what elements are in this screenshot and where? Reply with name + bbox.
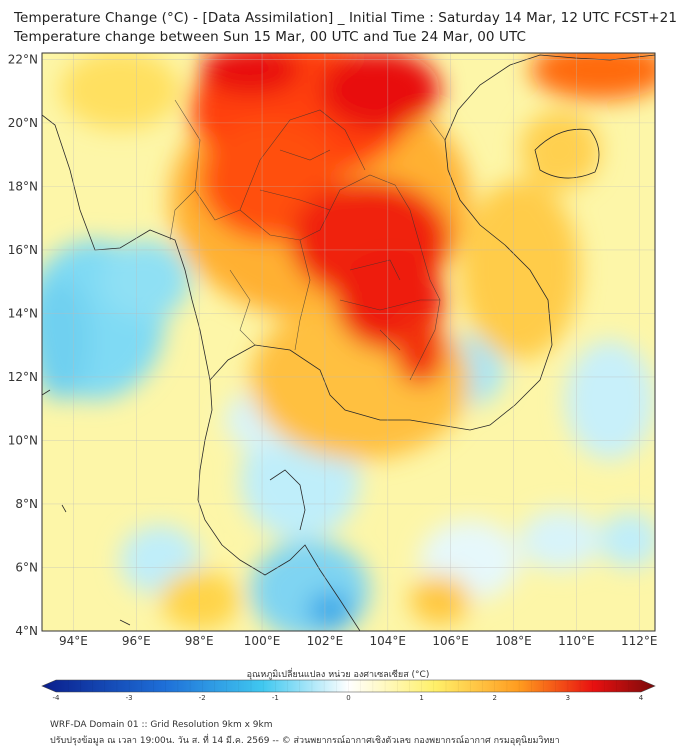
lat-tick-label: 4°N: [15, 624, 38, 638]
colorbar-tick-label: -4: [53, 694, 61, 702]
colorbar-tick-label: 3: [566, 694, 570, 702]
lon-tick-label: 106°E: [432, 634, 469, 648]
lon-tick-label: 98°E: [185, 634, 214, 648]
graticule: [42, 53, 655, 632]
lat-tick-label: 20°N: [8, 116, 38, 130]
lon-tick-label: 94°E: [59, 634, 88, 648]
lon-tick-label: 108°E: [495, 634, 532, 648]
colorbar-tick-label: 1: [419, 694, 423, 702]
colorbar-tick-label: 4: [639, 694, 644, 702]
lon-tick-label: 104°E: [370, 634, 407, 648]
colorbar-tick-label: -2: [199, 694, 206, 702]
lat-tick-label: 18°N: [8, 179, 38, 193]
footer-resolution: WRF-DA Domain 01 :: Grid Resolution 9km …: [50, 720, 273, 730]
footer-credit: ปรับปรุงข้อมูล ณ เวลา 19:00น. วัน ส. ที่…: [50, 736, 560, 746]
lon-tick-label: 110°E: [558, 634, 595, 648]
map-subtitle: Temperature change between Sun 15 Mar, 0…: [14, 29, 527, 45]
admin-borders: [169, 99, 446, 381]
colorbar-tick-label: -1: [272, 694, 279, 702]
lat-tick-label: 22°N: [8, 52, 38, 66]
lon-tick-label: 112°E: [621, 634, 658, 648]
colorbar: -4 -3 -2 -1 0 1 2 3 4: [41, 679, 656, 702]
longitude-labels: 94°E 96°E 98°E 100°E 102°E 104°E 106°E 108°E 110…: [59, 634, 658, 648]
colorbar-title: อุณหภูมิเปลี่ยนแปลง หน่วย องศาเซลเซียส (…: [246, 670, 430, 680]
lon-tick-label: 96°E: [122, 634, 151, 648]
temperature-field: [42, 53, 655, 631]
lat-tick-label: 12°N: [8, 370, 38, 384]
colorbar-tick-label: -3: [126, 694, 133, 702]
lat-tick-label: 14°N: [8, 306, 38, 320]
map-title: Temperature Change (°C) - [Data Assimila…: [14, 10, 676, 26]
lon-tick-label: 100°E: [244, 634, 281, 648]
lat-tick-label: 6°N: [15, 560, 38, 574]
map-frame: [41, 52, 656, 632]
lon-tick-label: 102°E: [307, 634, 344, 648]
colorbar-tick-label: 2: [493, 694, 497, 702]
colorbar-bar: [41, 679, 656, 693]
lat-tick-label: 10°N: [8, 433, 38, 447]
latitude-labels: 22°N 20°N 18°N 16°N 14°N 12°N 10°N 8°N 6°N 4°N: [8, 52, 38, 638]
colorbar-tick-label: 0: [346, 694, 350, 702]
lat-tick-label: 8°N: [15, 497, 38, 511]
lat-tick-label: 16°N: [8, 243, 38, 257]
